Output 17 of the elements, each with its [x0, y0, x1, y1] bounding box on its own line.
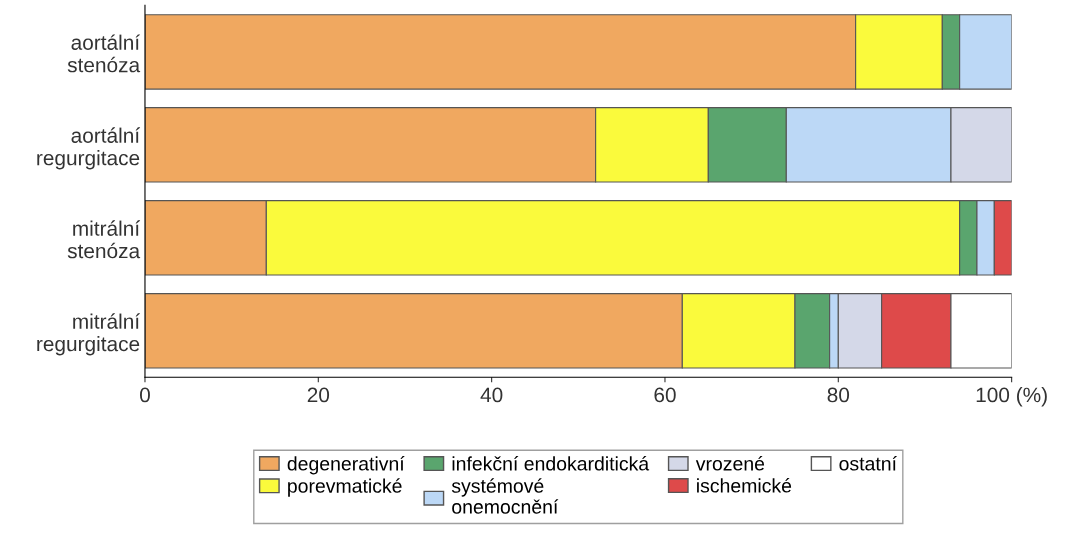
legend-label: ostatní	[839, 456, 897, 471]
y-tick-label: aortální regurgitace	[37, 127, 141, 170]
x-tick-label: 100 (%)	[976, 387, 1047, 407]
y-tick-label: mitrální stenóza	[67, 220, 141, 259]
y-tick-label: mitrální regurgitace	[37, 313, 141, 356]
legend-label: systémové onemocnění	[451, 478, 559, 514]
legend-label: ischemické	[697, 478, 792, 493]
x-tick-label: 80	[827, 387, 850, 403]
x-tick-label: 40	[480, 387, 503, 403]
legend-label: vrozené	[695, 456, 765, 471]
x-tick-label: 0	[140, 387, 150, 403]
x-tick-label: 60	[654, 387, 676, 403]
y-tick-label: aortální stenóza	[67, 34, 141, 73]
legend-label: infekční endokarditická	[452, 456, 650, 471]
legend-label: degenerativní	[287, 456, 405, 475]
legend-label: porevmatické	[288, 478, 402, 497]
x-tick-label: 20	[307, 387, 330, 403]
